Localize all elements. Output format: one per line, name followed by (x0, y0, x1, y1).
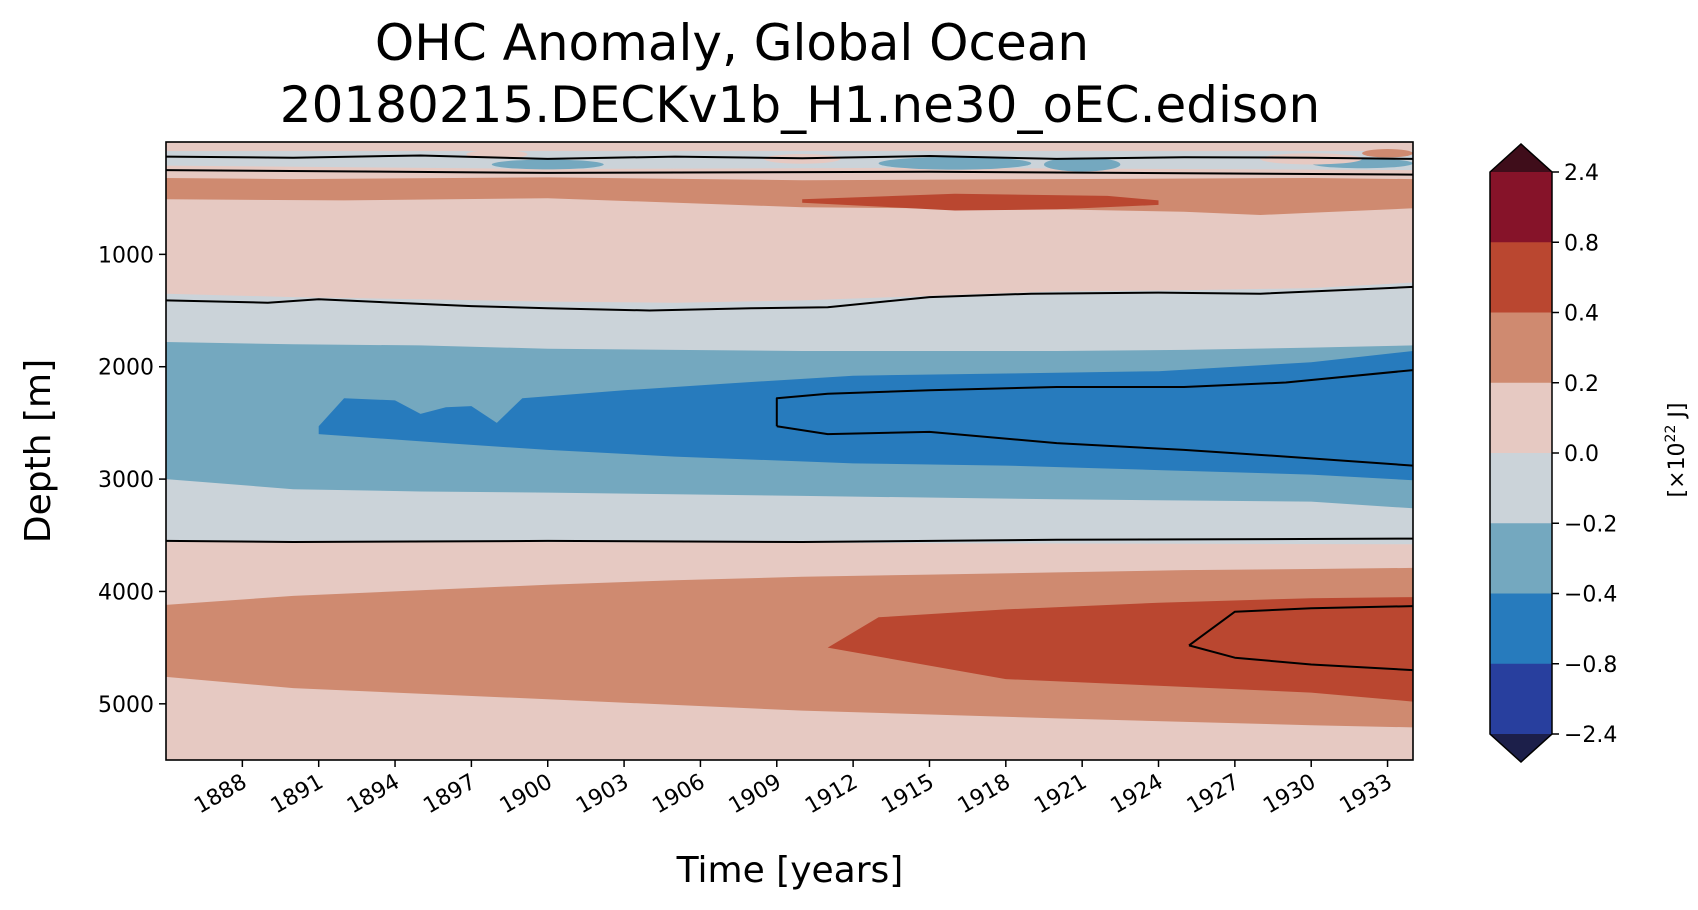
band-2 (802, 193, 1159, 211)
colorbar-segment-3 (1490, 382, 1552, 454)
y-axis-ticks: 1000 2000 3000 4000 5000 (98, 243, 166, 718)
x-tick-label-1894: 1894 (343, 770, 404, 820)
x-tick-label-1930: 1930 (1259, 770, 1320, 820)
surface-patch-1 (878, 157, 1032, 170)
colorbar-label-prefix: [×10 (1665, 442, 1690, 497)
colorbar-segment-7 (1490, 663, 1552, 735)
contour-fill-bands (166, 151, 1413, 728)
colorbar-tick-label-1: 0.8 (1564, 231, 1599, 256)
contour-line-2 (166, 285, 1413, 312)
surface-patch-5 (1260, 153, 1363, 165)
contour-line-3 (775, 369, 1413, 427)
plot-area (165, 141, 1414, 761)
y-tick-label-3000: 3000 (98, 468, 154, 493)
chart-title-line2: 20180215.DECKv1b_H1.ne30_oEC.edison (280, 76, 1320, 134)
y-tick-label-2000: 2000 (98, 356, 154, 381)
colorbar-segment-5 (1490, 523, 1552, 594)
colorbar-tick-label-0: 2.4 (1564, 161, 1599, 186)
surface-patch-0 (491, 159, 604, 170)
colorbar-tick-label-6: −0.4 (1564, 583, 1617, 608)
x-tick-label-1891: 1891 (267, 770, 328, 820)
x-axis-label: Time [years] (676, 850, 904, 891)
contour-line-4 (776, 425, 1413, 467)
colorbar-label-exponent: 22 (1663, 425, 1679, 443)
contour-line-1 (166, 169, 1413, 176)
x-tick-label-1888: 1888 (190, 770, 251, 820)
x-tick-label-1906: 1906 (648, 770, 709, 820)
chart-title-line1: OHC Anomaly, Global Ocean (375, 14, 1089, 72)
contour-line-0 (166, 154, 1413, 160)
colorbar-segment-0 (1490, 172, 1552, 243)
y-tick-label-5000: 5000 (98, 693, 154, 718)
contour-line-6 (1188, 605, 1413, 647)
plot-frame (165, 141, 1414, 761)
y-tick-label-4000: 4000 (98, 580, 154, 605)
band-7 (827, 597, 1413, 702)
colorbar-extend-min (1490, 734, 1552, 762)
x-tick-label-1903: 1903 (572, 770, 633, 820)
colorbar-label-suffix: J] (1665, 403, 1690, 425)
x-tick-label-1924: 1924 (1107, 770, 1168, 820)
x-tick-label-1927: 1927 (1183, 770, 1244, 820)
x-tick-label-1933: 1933 (1336, 770, 1397, 820)
x-tick-label-1918: 1918 (954, 770, 1015, 820)
colorbar-tick-label-7: −0.8 (1564, 653, 1617, 678)
contour-line-7 (1188, 644, 1413, 672)
x-tick-label-1909: 1909 (725, 770, 786, 820)
x-tick-label-1912: 1912 (801, 770, 862, 820)
contour-lines (166, 154, 1413, 672)
x-tick-label-1921: 1921 (1030, 770, 1091, 820)
y-axis-label: Depth [m] (18, 359, 59, 543)
surface-patch-6 (1362, 149, 1413, 158)
colorbar-tick-label-2: 0.4 (1564, 302, 1599, 327)
colorbar-label: [×1022 J] (1663, 403, 1690, 498)
surface-noise-patches (466, 149, 1413, 172)
x-tick-label-1897: 1897 (419, 770, 480, 820)
contour-line-5 (166, 537, 1413, 543)
colorbar-tick-label-8: −2.4 (1564, 723, 1617, 748)
colorbar-segment-2 (1490, 312, 1552, 384)
colorbar-tick-label-3: 0.2 (1564, 372, 1599, 397)
x-axis-ticks: 1888 1891 1894 1897 1900 1903 1906 1909 1912 1915… (190, 760, 1397, 820)
colorbar-segment-6 (1490, 593, 1552, 665)
x-tick-label-1915: 1915 (878, 770, 939, 820)
surface-patch-2 (1043, 157, 1121, 172)
colorbar-segment-4 (1490, 453, 1552, 524)
colorbar-tick-label-4: 0.0 (1564, 442, 1599, 467)
colorbar: 2.4 0.8 0.4 0.2 0.0 −0.2 −0.4 −0.8 −2.4 (1489, 142, 1617, 764)
colorbar-segment-1 (1490, 242, 1552, 313)
x-tick-label-1900: 1900 (496, 770, 557, 820)
colorbar-extend-max (1490, 144, 1552, 172)
colorbar-tick-label-5: −0.2 (1564, 512, 1617, 537)
y-tick-label-1000: 1000 (98, 243, 154, 268)
